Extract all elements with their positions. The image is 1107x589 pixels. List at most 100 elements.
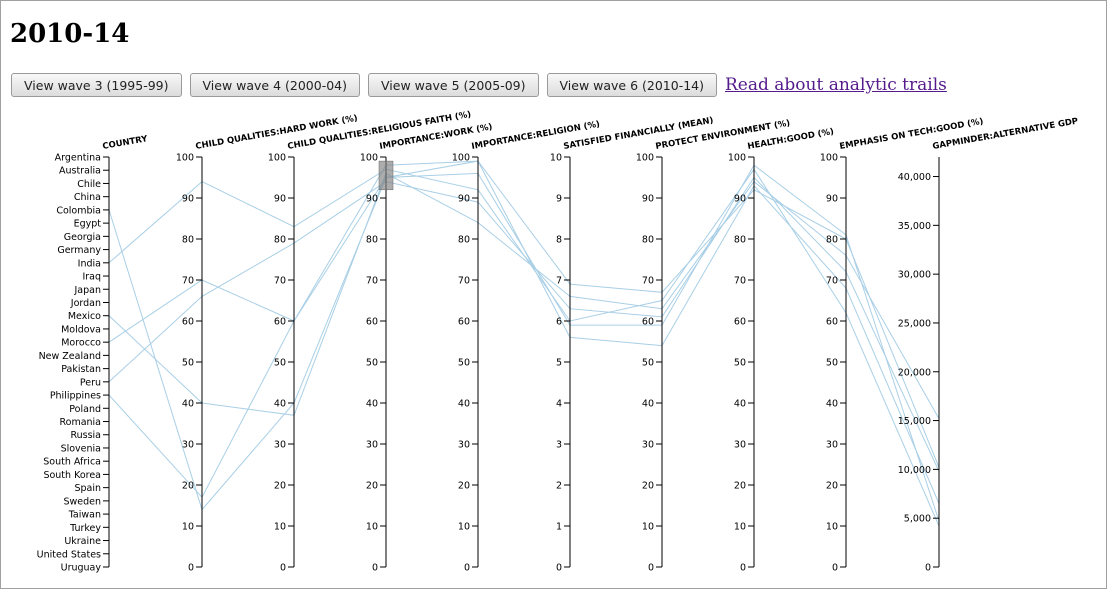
tick-label: 100	[360, 153, 378, 164]
brush-selection[interactable]	[378, 160, 394, 191]
tick-label: Colombia	[56, 205, 101, 216]
tick-label: 30	[274, 440, 286, 451]
tick-label: 5,000	[904, 514, 931, 525]
tick-label: 3	[556, 440, 562, 451]
polyline-peru[interactable]	[108, 176, 940, 472]
axis-gdp[interactable]: GAPMINDER:ALTERNATIVE GDP05,00010,00015,…	[898, 116, 1079, 573]
tick-label: 20	[826, 481, 838, 492]
tick-label: 50	[458, 358, 470, 369]
tick-label: 30,000	[898, 270, 931, 281]
tick-label: 50	[274, 358, 286, 369]
tick-label: Poland	[69, 404, 101, 415]
tick-label: 70	[274, 276, 286, 287]
tick-label: Iraq	[82, 272, 101, 283]
tick-label: 50	[734, 358, 746, 369]
tick-label: Taiwan	[68, 510, 101, 521]
tick-label: 30	[826, 440, 838, 451]
tick-label: 20,000	[898, 367, 931, 378]
tick-label: 90	[366, 194, 378, 205]
tick-label: 60	[366, 317, 378, 328]
tick-label: Chile	[77, 179, 101, 190]
tick-label: Jordan	[70, 298, 101, 309]
tick-label: Sweden	[63, 496, 101, 507]
tick-label: 60	[458, 317, 470, 328]
tick-label: 80	[274, 235, 286, 246]
view-wave-3-button[interactable]: View wave 3 (1995-99)	[11, 73, 182, 97]
tick-label: Egypt	[74, 219, 102, 230]
toolbar: View wave 3 (1995-99) View wave 4 (2000-…	[11, 73, 947, 97]
tick-label: 100	[176, 153, 194, 164]
tick-label: 90	[458, 194, 470, 205]
view-wave-5-button[interactable]: View wave 5 (2005-09)	[368, 73, 539, 97]
polyline-morocco[interactable]	[108, 160, 940, 504]
tick-label: 100	[728, 153, 746, 164]
tick-label: 20	[734, 481, 746, 492]
tick-label: 10	[274, 522, 286, 533]
tick-label: 50	[826, 358, 838, 369]
tick-label: 40	[366, 399, 378, 410]
tick-label: 70	[366, 276, 378, 287]
tick-label: 10	[550, 153, 562, 164]
tick-label: Uruguay	[61, 563, 102, 574]
tick-label: 70	[826, 276, 838, 287]
tick-label: India	[78, 258, 101, 269]
tick-label: 6	[556, 317, 562, 328]
tick-label: Argentina	[55, 153, 101, 164]
tick-label: Japan	[74, 285, 102, 296]
tick-label: 40	[182, 399, 194, 410]
polyline-mexico[interactable]	[108, 172, 940, 419]
tick-label: Ukraine	[64, 536, 101, 547]
tick-label: 80	[642, 235, 654, 246]
tick-label: 90	[274, 194, 286, 205]
view-wave-4-button[interactable]: View wave 4 (2000-04)	[189, 73, 360, 97]
tick-label: New Zealand	[39, 351, 101, 362]
tick-label: Moldova	[61, 324, 101, 335]
tick-label: 40	[458, 399, 470, 410]
tick-label: 60	[274, 317, 286, 328]
tick-label: 70	[642, 276, 654, 287]
axis-importance-work[interactable]: IMPORTANCE:WORK (%)010203040506070809010…	[360, 122, 494, 573]
tick-label: 10	[826, 522, 838, 533]
tick-label: Turkey	[69, 523, 101, 534]
polyline-colombia[interactable]	[108, 160, 940, 511]
tick-label: 1	[556, 522, 562, 533]
tick-label: 60	[642, 317, 654, 328]
tick-label: Peru	[80, 377, 101, 388]
analytic-trails-link[interactable]: Read about analytic trails	[725, 75, 947, 95]
tick-label: 10	[458, 522, 470, 533]
tick-label: 40,000	[898, 172, 931, 183]
tick-label: 0	[925, 563, 931, 574]
tick-label: 0	[740, 563, 746, 574]
axis-protect-environment[interactable]: PROTECT ENVIRONMENT (%)01020304050607080…	[636, 118, 791, 573]
tick-label: Russia	[70, 430, 101, 441]
tick-label: 0	[464, 563, 470, 574]
tick-label: 10	[642, 522, 654, 533]
tick-label: 10	[734, 522, 746, 533]
axis-title: COUNTRY	[102, 134, 149, 152]
tick-label: Georgia	[64, 232, 101, 243]
tick-label: 15,000	[898, 416, 931, 427]
tick-label: 90	[826, 194, 838, 205]
tick-label: 100	[636, 153, 654, 164]
axis-emphasis-tech[interactable]: EMPHASIS ON TECH:GOOD (%)010203040506070…	[820, 117, 984, 574]
tick-label: 25,000	[898, 318, 931, 329]
tick-label: United States	[37, 549, 101, 560]
view-wave-6-button[interactable]: View wave 6 (2010-14)	[546, 73, 717, 97]
tick-label: South Korea	[43, 470, 101, 481]
tick-label: 35,000	[898, 221, 931, 232]
polylines-layer	[108, 160, 940, 527]
tick-label: South Africa	[43, 457, 101, 468]
tick-label: 30	[458, 440, 470, 451]
polyline-philippines[interactable]	[108, 164, 940, 522]
tick-label: 4	[556, 399, 562, 410]
tick-label: Morocco	[61, 338, 101, 349]
axis-importance-religion[interactable]: IMPORTANCE:RELIGION (%)01020304050607080…	[452, 119, 601, 573]
tick-label: 70	[182, 276, 194, 287]
tick-label: 0	[280, 563, 286, 574]
tick-label: Romania	[59, 417, 101, 428]
